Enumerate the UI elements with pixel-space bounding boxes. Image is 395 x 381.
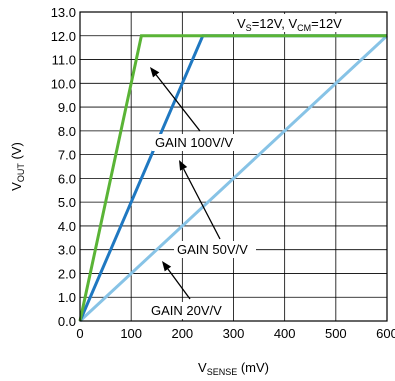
x-tick-label: 400 [274,326,296,341]
y-tick-label: 11.0 [52,53,76,68]
x-tick-label: 500 [325,326,347,341]
x-tick-label: 600 [376,326,395,341]
y-tick-label: 1.0 [58,290,76,305]
plot-frame [79,11,388,322]
annotation-label-bg [148,302,230,319]
annotation-arrowhead [162,261,172,272]
y-tick-label: 7.0 [58,148,76,163]
x-tick-label: 100 [120,326,142,341]
y-tick-label: 3.0 [58,243,76,258]
annotation-label: GAIN 20V/V [151,303,222,318]
annotation-arrowhead [150,67,160,78]
annotation-label-bg [174,241,256,258]
y-tick-label: 5.0 [58,195,76,210]
series-lines [78,34,389,323]
annotations: GAIN 100V/V GAIN 50V/V GAIN 20V/V [148,67,256,319]
condition-label: VS=12V, VCM=12V [237,16,342,33]
tick-labels: 0 100 200 300 400 500 600 0.0 1.0 2.0 3.0 4.0 5.0 6.0… [51,5,395,341]
y-tick-label: 4.0 [58,219,76,234]
grid-lines [80,12,387,321]
x-tick-label: 300 [223,326,245,341]
x-tick-label: 200 [171,326,193,341]
annotation-arrow [155,74,201,132]
annotation-arrow [183,168,221,240]
series-line [78,34,389,323]
y-tick-label: 9.0 [58,100,76,115]
y-tick-label: 13.0 [51,5,76,20]
annotation-arrow [167,268,191,300]
annotation-arrowhead [179,160,188,171]
annotation-label-bg [152,134,242,151]
condition-label-bg [232,14,384,32]
annotation-label: GAIN 50V/V [177,242,248,257]
y-tick-label: 0.0 [58,314,76,329]
y-tick-label: 10.0 [51,76,76,91]
annotation-label: GAIN 100V/V [155,135,233,150]
y-tick-label: 12.0 [51,29,76,44]
y-tick-label: 2.0 [58,266,76,281]
x-tick-label: 0 [76,326,83,341]
y-axis-label: VOUT (V) [9,142,26,191]
axis-labels: VS=12V, VCM=12V VSENSE (mV) VOUT (V) [9,14,384,377]
x-axis-label: VSENSE (mV) [198,360,269,377]
y-tick-label: 8.0 [58,124,76,139]
series-line [78,34,387,322]
y-tick-label: 6.0 [58,171,76,186]
